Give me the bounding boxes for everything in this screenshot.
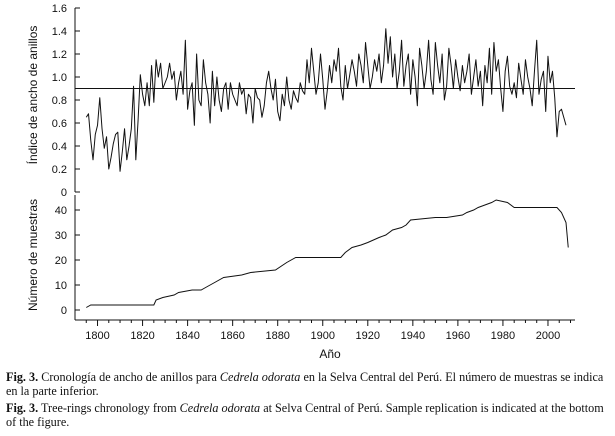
ring-width-panel: 0 0.2 0.4 0.6 0.8 1.0 1.2 1.4 1.6 [52,3,575,199]
x-tick-label: 1840 [175,330,199,342]
caption-species-es: Cedrela odorata [219,370,301,384]
bottom-y-tick-label: 10 [55,280,67,292]
top-y-tick-label: 0.8 [52,95,67,107]
bottom-y-tick-label: 0 [61,305,67,317]
x-tick-label: 2000 [536,330,560,342]
chart-figure: 0 0.2 0.4 0.6 0.8 1.0 1.2 1.4 1.6 0 10 20 30 40 1800… [25,3,575,361]
caption-label-en: Fig. 3. [6,401,39,415]
top-y-axis-label: Índice de ancho de anillos [25,26,40,165]
caption-label-es: Fig. 3. [6,370,39,384]
top-y-tick-label: 1.0 [52,72,67,84]
caption-text-es-1: Cronología de ancho de anillos para [38,370,220,384]
bottom-y-tick-label: 20 [55,255,67,267]
caption-text-en-2: at Selva Central of Perú. Sample replica… [6,401,604,429]
x-tick-label: 1900 [311,330,335,342]
figure-caption-spanish: Fig. 3. Cronología de ancho de anillos p… [6,370,612,398]
top-y-tick-label: 0 [61,187,67,199]
bottom-y-tick-label: 30 [55,230,67,242]
x-tick-label: 1880 [265,330,289,342]
top-y-tick-label: 0.4 [52,141,67,153]
bottom-y-axis-label: Número de muestras [26,199,40,311]
caption-text-es-2: en la Selva Central del Perú. El número … [6,370,604,398]
x-tick-label: 1980 [491,330,515,342]
top-y-tick-label: 1.6 [52,3,67,15]
caption-species-en: Cedrela odorata [179,401,261,415]
top-y-tick-label: 0.6 [52,118,67,130]
x-tick-label: 1820 [130,330,154,342]
sample-depth-panel: 0 10 20 30 40 [55,195,569,320]
top-y-tick-label: 0.2 [52,164,67,176]
caption-text-en-1: Tree-rings chronology from [38,401,180,415]
x-axis: 1800 1820 1840 1860 1880 1900 1920 1940 1960 1980… [75,319,575,342]
x-tick-label: 1800 [85,330,109,342]
bottom-y-tick-label: 40 [55,205,67,217]
x-axis-label: Año [319,347,341,361]
x-tick-label: 1920 [356,330,380,342]
ring-width-series-line [85,28,567,172]
x-tick-label: 1940 [401,330,425,342]
top-y-tick-label: 1.4 [52,26,67,38]
x-tick-label: 1960 [446,330,470,342]
x-tick-label: 1860 [220,330,244,342]
top-y-tick-label: 1.2 [52,49,67,61]
sample-depth-series-line [86,199,569,308]
figure-caption-english: Fig. 3. Tree-rings chronology from Cedre… [6,401,612,429]
